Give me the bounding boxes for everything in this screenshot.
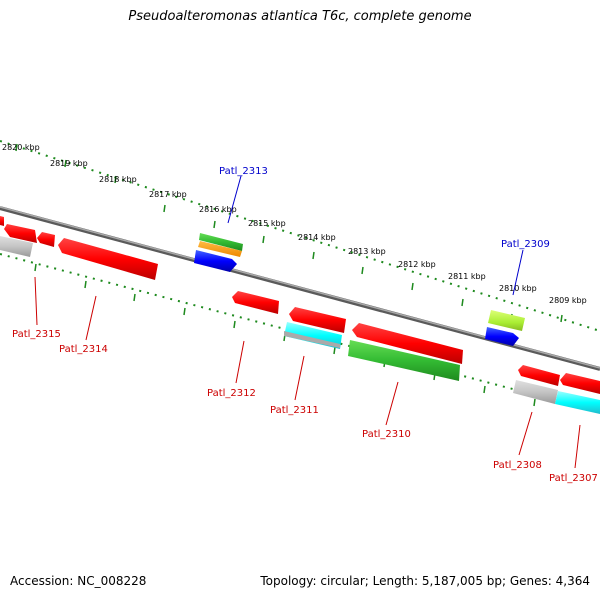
gene-label-patl-2309: Patl_2309 <box>501 239 550 250</box>
gene-feature-blue <box>194 250 237 272</box>
gene-feature-red <box>4 224 37 243</box>
kbp-label: 2819 kbp <box>50 159 88 168</box>
kbp-labels: 2820 kbp 2819 kbp 2818 kbp 2817 kbp 2816… <box>2 143 587 305</box>
gene-label-patl-2314: Patl_2314 <box>59 344 108 355</box>
accession-text: Accession: NC_008228 <box>10 574 147 588</box>
gene-feature-cyan <box>555 391 600 414</box>
gene-feature-grey <box>0 236 33 257</box>
gene-feature-red <box>232 291 279 314</box>
gene-label-patl-2315: Patl_2315 <box>12 329 61 340</box>
kbp-label: 2812 kbp <box>398 260 436 269</box>
gene-labels: Patl_2313 Patl_2309 Patl_2315 Patl_2314 … <box>12 166 598 484</box>
kbp-label: 2814 kbp <box>298 233 336 242</box>
kbp-label: 2813 kbp <box>348 247 386 256</box>
gene-feature-grey <box>284 331 340 348</box>
gene-label-patl-2310: Patl_2310 <box>362 429 411 440</box>
kbp-label: 2810 kbp <box>499 284 537 293</box>
kbp-label: 2817 kbp <box>149 190 187 199</box>
forward-tick-track <box>0 140 600 332</box>
gene-feature-red <box>560 373 600 394</box>
gene-label-patl-2313: Patl_2313 <box>219 166 268 177</box>
gene-feature-green <box>199 233 243 251</box>
gene-label-patl-2307: Patl_2307 <box>549 473 598 484</box>
forward-genes <box>194 233 525 346</box>
leader-lines <box>34 175 581 469</box>
gene-feature-red <box>289 307 346 333</box>
gene-feature-red <box>0 216 4 226</box>
kbp-label: 2820 kbp <box>2 143 40 152</box>
kbp-label: 2816 kbp <box>199 205 237 214</box>
gene-feature-red <box>37 232 55 247</box>
reverse-genes <box>0 216 600 414</box>
gene-feature-orange <box>198 241 242 257</box>
kbp-label: 2809 kbp <box>549 296 587 305</box>
gene-feature-red <box>58 238 158 280</box>
gene-feature-red <box>518 365 560 386</box>
map-title: Pseudoalteromonas atlantica T6c, complet… <box>128 9 472 24</box>
kbp-label: 2818 kbp <box>99 175 137 184</box>
kbp-label: 2811 kbp <box>448 272 486 281</box>
genome-summary-text: Topology: circular; Length: 5,187,005 bp… <box>260 574 590 588</box>
kbp-label: 2815 kbp <box>248 219 286 228</box>
gene-label-patl-2308: Patl_2308 <box>493 460 542 471</box>
gene-feature-red <box>352 323 463 364</box>
gene-feature-green <box>348 340 460 381</box>
gene-feature-lime <box>488 310 525 331</box>
gene-feature-grey <box>513 380 558 404</box>
gene-feature-blue <box>485 327 519 346</box>
gene-label-patl-2311: Patl_2311 <box>270 405 319 416</box>
gene-label-patl-2312: Patl_2312 <box>207 388 256 399</box>
